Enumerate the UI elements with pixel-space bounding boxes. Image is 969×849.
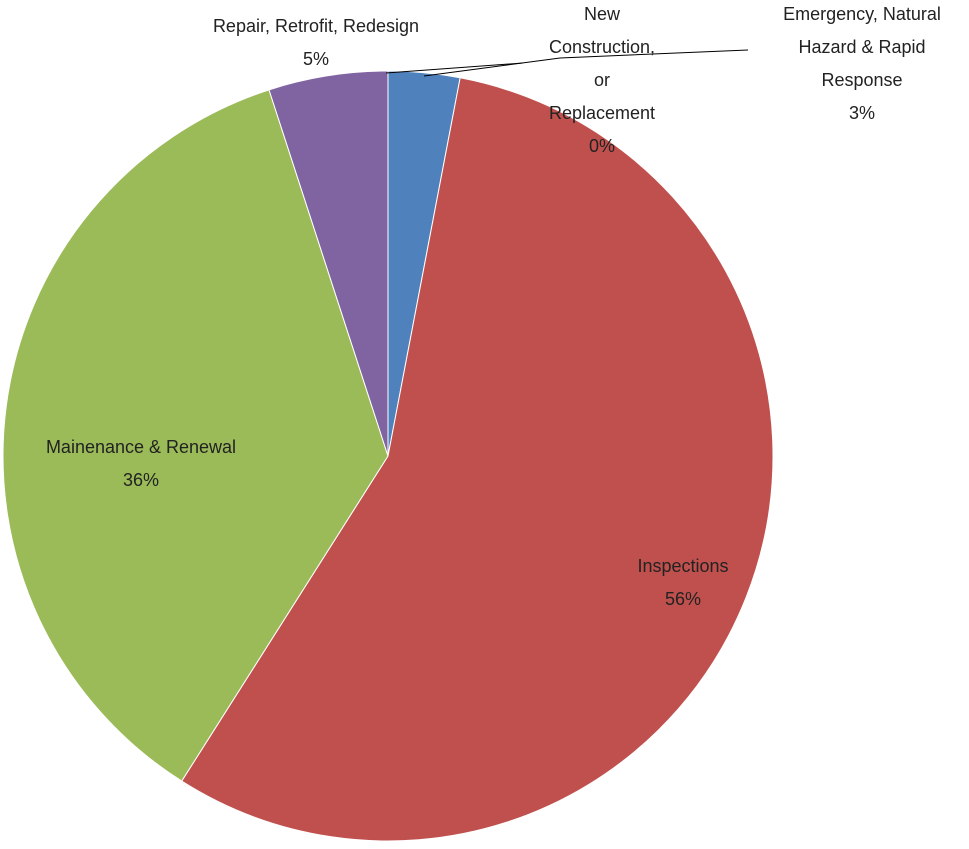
slice-name: Repair, Retrofit, Redesign bbox=[212, 16, 420, 36]
slice-percent: 0% bbox=[588, 136, 615, 156]
leader-line bbox=[423, 49, 749, 77]
leader-line bbox=[385, 62, 524, 74]
slice-label: Emergency, Natural Hazard & Rapid Respon… bbox=[762, 0, 962, 130]
slice-percent: 36% bbox=[122, 470, 160, 490]
slice-percent: 56% bbox=[664, 589, 702, 609]
slice-label: Repair, Retrofit, Redesign 5% bbox=[176, 10, 456, 76]
slice-name: Emergency, Natural Hazard & Rapid Respon… bbox=[783, 4, 941, 90]
pie-slice bbox=[268, 70, 389, 457]
slice-label: Inspections 56% bbox=[583, 550, 783, 616]
slice-percent: 3% bbox=[848, 103, 875, 123]
slice-name: Mainenance & Renewal bbox=[45, 437, 237, 457]
slice-label: Mainenance & Renewal 36% bbox=[1, 431, 281, 497]
slice-percent: 5% bbox=[302, 49, 329, 69]
pie-slice bbox=[181, 77, 774, 842]
pie-slice bbox=[2, 89, 389, 782]
slice-name: New Construction, or Replacement bbox=[548, 4, 656, 123]
slice-name: Inspections bbox=[637, 556, 729, 576]
slice-label: New Construction, or Replacement 0% bbox=[540, 0, 665, 163]
